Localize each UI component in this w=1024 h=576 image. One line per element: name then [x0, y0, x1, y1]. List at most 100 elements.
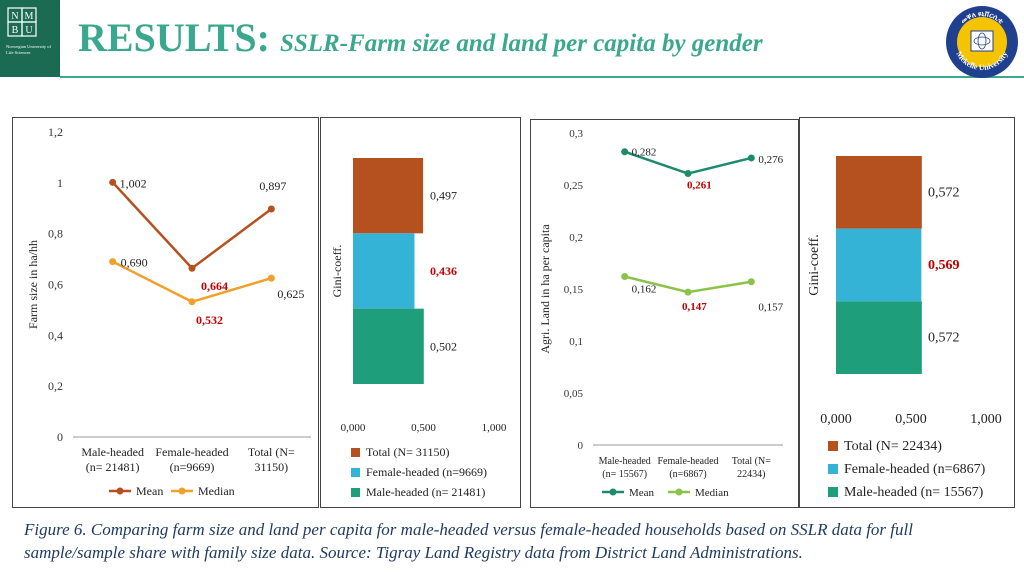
legend-swatch [351, 488, 360, 497]
legend-swatch [351, 448, 360, 457]
legend-label: Median [695, 487, 729, 499]
data-point-median [267, 274, 275, 282]
y-tick-label: 0,8 [48, 227, 63, 241]
data-label: 0,157 [758, 302, 783, 314]
y-tick-label: 0,3 [569, 128, 583, 140]
data-point-mean [188, 264, 196, 272]
data-point-median [747, 278, 755, 286]
land-gini-bar-chart: 0,572 0,569 0,572 Gini-coeff. 0,000 0,500 1,00… [807, 156, 1002, 500]
data-label: 0,162 [632, 284, 657, 296]
panel-land-per-capita: 0 0,05 0,1 0,15 0,2 0,25 0,3 Agri. Land in ha p… [530, 119, 799, 508]
legend-label: Mean [629, 487, 655, 499]
data-label: 0,664 [201, 279, 228, 293]
data-label: 0,897 [259, 179, 286, 193]
data-point-median [109, 258, 117, 266]
bar-female [353, 233, 415, 309]
data-point-mean [109, 178, 117, 186]
y-axis-label: Farm size in ha/hh [26, 240, 40, 329]
mekelle-seal-icon: መቐለ ዩኒቨርሲቲ Mekelle University [946, 6, 1018, 78]
y-axis-label: Gini-coeff. [330, 245, 344, 298]
y-tick-label: 0,05 [564, 388, 584, 400]
data-label: 0,572 [928, 331, 960, 346]
y-tick-label: 0,2 [569, 232, 583, 244]
legend-label: Female-headed (n=6867) [844, 462, 986, 477]
nmbu-logo-graphic: N M B U Norwegian University of Life Sci… [6, 7, 51, 55]
x-category-label: Female-headed (n=9669) [155, 445, 228, 474]
title-divider [60, 76, 1024, 78]
y-tick-label: 0,15 [564, 284, 584, 296]
data-label: 0,497 [430, 189, 457, 203]
nmbu-logo: N M B U Norwegian University of Life Sci… [0, 0, 60, 77]
y-tick-label: 1,2 [48, 125, 63, 139]
data-point-mean [684, 170, 692, 178]
data-point-median [621, 273, 629, 281]
data-label: 0,436 [430, 264, 457, 278]
legend-swatch [351, 468, 360, 477]
bar-total [836, 156, 922, 229]
y-tick-label: 0,4 [48, 328, 63, 342]
logo-letter: B [12, 25, 19, 36]
data-point-mean [267, 205, 275, 213]
x-tick-label: 0,500 [895, 412, 927, 427]
bar-total [353, 158, 424, 234]
x-category-label: Male-headed (n= 21481) [81, 445, 144, 474]
x-tick-label: 1,000 [970, 412, 1002, 427]
legend-label: Median [198, 484, 235, 498]
y-tick-label: 0,6 [48, 278, 63, 292]
x-category-label: Male-headed (n= 15567) [599, 456, 651, 480]
x-tick-label: 0,000 [820, 412, 852, 427]
data-label: 0,282 [632, 147, 657, 159]
title-main: RESULTS: [78, 15, 270, 60]
legend-marker [116, 487, 124, 495]
y-tick-label: 1 [57, 176, 63, 190]
panel-farm-gini: 0,497 0,436 0,502 Gini-coeff. 0,000 0,500 1,00… [320, 117, 521, 508]
y-axis-label: Gini-coeff. [807, 234, 822, 296]
y-tick-label: 0 [57, 430, 63, 444]
legend-label: Total (N= 31150) [366, 445, 449, 459]
y-tick-label: 0,2 [48, 379, 63, 393]
panel-land-gini: 0,572 0,569 0,572 Gini-coeff. 0,000 0,500 1,00… [799, 117, 1015, 508]
bar-male [836, 301, 922, 374]
y-tick-label: 0,1 [569, 336, 583, 348]
figure-caption: Figure 6. Comparing farm size and land p… [24, 520, 913, 562]
legend-marker [609, 488, 617, 496]
x-tick-label: 0,000 [341, 422, 366, 434]
legend-swatch [828, 464, 838, 474]
data-label: 0,569 [928, 258, 960, 273]
data-point-median [684, 288, 692, 296]
mekelle-logo: መቐለ ዩኒቨርሲቲ Mekelle University [944, 4, 1020, 80]
data-label: 0,147 [682, 301, 707, 313]
data-label: 0,276 [758, 154, 783, 166]
logo-letter: N [11, 11, 18, 22]
data-point-median [188, 298, 196, 306]
bar-female [836, 228, 922, 302]
data-label: 0,502 [430, 339, 457, 353]
y-tick-label: 0 [578, 440, 584, 452]
data-label: 0,532 [196, 313, 223, 327]
legend-marker [675, 488, 683, 496]
legend-marker [178, 487, 186, 495]
data-label: 0,625 [277, 287, 304, 301]
land-per-capita-line-chart: 0 0,05 0,1 0,15 0,2 0,25 0,3 Agri. Land in ha p… [538, 128, 784, 499]
legend-label: Male-headed (n= 15567) [844, 485, 984, 500]
data-label: 0,690 [121, 256, 148, 270]
farm-size-line-chart: 0 0,2 0,4 0,6 0,8 1 1,2 Farm size in ha/hh Male-… [26, 125, 311, 498]
bar-male [353, 308, 424, 384]
y-tick-label: 0,25 [564, 180, 584, 192]
farm-gini-bar-chart: 0,497 0,436 0,502 Gini-coeff. 0,000 0,500 1,00… [330, 158, 507, 499]
legend-label: Male-headed (n= 21481) [366, 485, 485, 499]
logo-letter: U [25, 25, 33, 36]
page-title: RESULTS: SSLR-Farm size and land per cap… [78, 14, 763, 61]
data-label: 0,572 [928, 185, 960, 200]
x-category-label: Total (N= 22434) [732, 456, 771, 480]
legend-swatch [828, 487, 838, 497]
x-tick-label: 0,500 [411, 422, 436, 434]
legend-label: Mean [136, 484, 163, 498]
legend-swatch [828, 441, 838, 451]
data-point-mean [621, 148, 629, 156]
y-axis-label: Agri. Land in ha per capita [538, 224, 552, 354]
data-point-mean [747, 154, 755, 162]
x-category-label: Total (N= 31150) [248, 445, 295, 474]
panel-farm-size: 0 0,2 0,4 0,6 0,8 1 1,2 Farm size in ha/hh Male-… [12, 117, 319, 508]
legend-label: Female-headed (n=9669) [366, 465, 487, 479]
